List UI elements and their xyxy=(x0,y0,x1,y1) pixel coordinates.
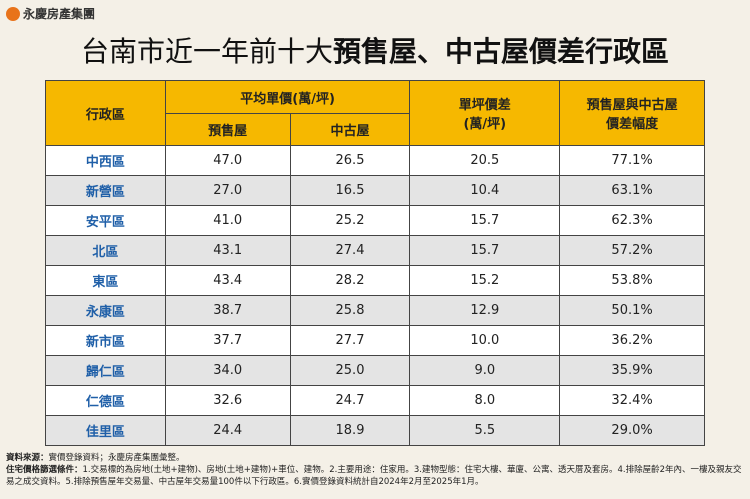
table-row: 中西區 47.0 26.5 20.5 77.1% xyxy=(45,145,705,176)
value-cell: 41.0 xyxy=(164,205,291,236)
value-cell: 24.7 xyxy=(289,385,411,416)
value-cell: 25.8 xyxy=(289,295,411,326)
title: 台南市近一年前十大預售屋、中古屋價差行政區 xyxy=(0,30,750,70)
value-cell: 43.1 xyxy=(164,235,291,266)
title-plain: 台南市近一年前十大 xyxy=(80,35,333,68)
value-cell: 29.0% xyxy=(559,415,705,446)
district-cell: 新營區 xyxy=(45,175,166,206)
value-cell: 57.2% xyxy=(559,235,705,266)
value-cell: 10.0 xyxy=(409,325,561,356)
value-cell: 77.1% xyxy=(559,145,705,176)
district-cell: 永康區 xyxy=(45,295,166,326)
value-cell: 24.4 xyxy=(164,415,291,446)
table-row: 歸仁區 34.0 25.0 9.0 35.9% xyxy=(45,355,705,386)
header-cell: 預售屋 xyxy=(164,113,291,146)
value-cell: 25.0 xyxy=(289,355,411,386)
value-cell: 50.1% xyxy=(559,295,705,326)
header-cell: 預售屋與中古屋 價差幅度 xyxy=(559,80,705,146)
value-cell: 8.0 xyxy=(409,385,561,416)
source-text: 實價登錄資料；永慶房產集團彙整。 xyxy=(48,453,185,463)
table-row: 東區 43.4 28.2 15.2 53.8% xyxy=(45,265,705,296)
table-row: 仁德區 32.6 24.7 8.0 32.4% xyxy=(45,385,705,416)
table-row: 安平區 41.0 25.2 15.7 62.3% xyxy=(45,205,705,236)
source: 資料來源：實價登錄資料；永慶房產集團彙整。 xyxy=(6,452,744,464)
district-cell: 新市區 xyxy=(45,325,166,356)
value-cell: 28.2 xyxy=(289,265,411,296)
header-line: (萬/坪) xyxy=(463,117,507,132)
table-row: 新營區 27.0 16.5 10.4 63.1% xyxy=(45,175,705,206)
header-cell: 中古屋 xyxy=(289,113,411,146)
district-cell: 安平區 xyxy=(45,205,166,236)
value-cell: 62.3% xyxy=(559,205,705,236)
value-cell: 34.0 xyxy=(164,355,291,386)
value-cell: 37.7 xyxy=(164,325,291,356)
district-cell: 仁德區 xyxy=(45,385,166,416)
table-row: 佳里區 24.4 18.9 5.5 29.0% xyxy=(45,415,705,446)
value-cell: 36.2% xyxy=(559,325,705,356)
logo: 永慶房產集團 xyxy=(6,5,95,22)
value-cell: 25.2 xyxy=(289,205,411,236)
footer: 資料來源：實價登錄資料；永慶房產集團彙整。 住宅價格篩選條件：1.交易標的為房地… xyxy=(6,452,744,488)
value-cell: 5.5 xyxy=(409,415,561,446)
value-cell: 27.4 xyxy=(289,235,411,266)
header-cell: 平均單價(萬/坪) xyxy=(164,80,411,114)
value-cell: 10.4 xyxy=(409,175,561,206)
table-row: 新市區 37.7 27.7 10.0 36.2% xyxy=(45,325,705,356)
value-cell: 18.9 xyxy=(289,415,411,446)
value-cell: 20.5 xyxy=(409,145,561,176)
logo-text: 永慶房產集團 xyxy=(23,7,96,21)
price-table: 行政區 平均單價(萬/坪) 單坪價差 (萬/坪) 預售屋與中古屋 價差幅度 預售屋 … xyxy=(45,80,705,446)
table-row: 北區 43.1 27.4 15.7 57.2% xyxy=(45,235,705,266)
value-cell: 15.2 xyxy=(409,265,561,296)
value-cell: 26.5 xyxy=(289,145,411,176)
value-cell: 38.7 xyxy=(164,295,291,326)
criteria: 住宅價格篩選條件：1.交易標的為房地(土地+建物)、房地(土地+建物)+車位、建… xyxy=(6,464,744,488)
header-line: 價差幅度 xyxy=(606,117,659,132)
value-cell: 15.7 xyxy=(409,205,561,236)
value-cell: 12.9 xyxy=(409,295,561,326)
header-cell: 單坪價差 (萬/坪) xyxy=(409,80,561,146)
value-cell: 15.7 xyxy=(409,235,561,266)
value-cell: 27.0 xyxy=(164,175,291,206)
value-cell: 32.6 xyxy=(164,385,291,416)
table-body: 中西區 47.0 26.5 20.5 77.1% 新營區 27.0 16.5 10.4 63.1%… xyxy=(45,145,705,446)
value-cell: 53.8% xyxy=(559,265,705,296)
district-cell: 佳里區 xyxy=(45,415,166,446)
value-cell: 27.7 xyxy=(289,325,411,356)
criteria-label: 住宅價格篩選條件： xyxy=(6,465,83,475)
criteria-text: 1.交易標的為房地(土地+建物)、房地(土地+建物)+車位、建物。2.主要用途：… xyxy=(6,465,742,487)
header-line: 單坪價差 xyxy=(458,98,511,113)
header-line: 預售屋與中古屋 xyxy=(586,98,678,113)
district-cell: 北區 xyxy=(45,235,166,266)
value-cell: 63.1% xyxy=(559,175,705,206)
table-row: 永康區 38.7 25.8 12.9 50.1% xyxy=(45,295,705,326)
value-cell: 47.0 xyxy=(164,145,291,176)
district-cell: 中西區 xyxy=(45,145,166,176)
district-cell: 歸仁區 xyxy=(45,355,166,386)
value-cell: 43.4 xyxy=(164,265,291,296)
value-cell: 35.9% xyxy=(559,355,705,386)
value-cell: 9.0 xyxy=(409,355,561,386)
source-label: 資料來源： xyxy=(6,453,49,463)
value-cell: 32.4% xyxy=(559,385,705,416)
header-cell: 行政區 xyxy=(45,80,166,146)
title-bold: 預售屋、中古屋價差行政區 xyxy=(333,35,670,68)
logo-icon xyxy=(6,6,20,21)
value-cell: 16.5 xyxy=(289,175,411,206)
district-cell: 東區 xyxy=(45,265,166,296)
